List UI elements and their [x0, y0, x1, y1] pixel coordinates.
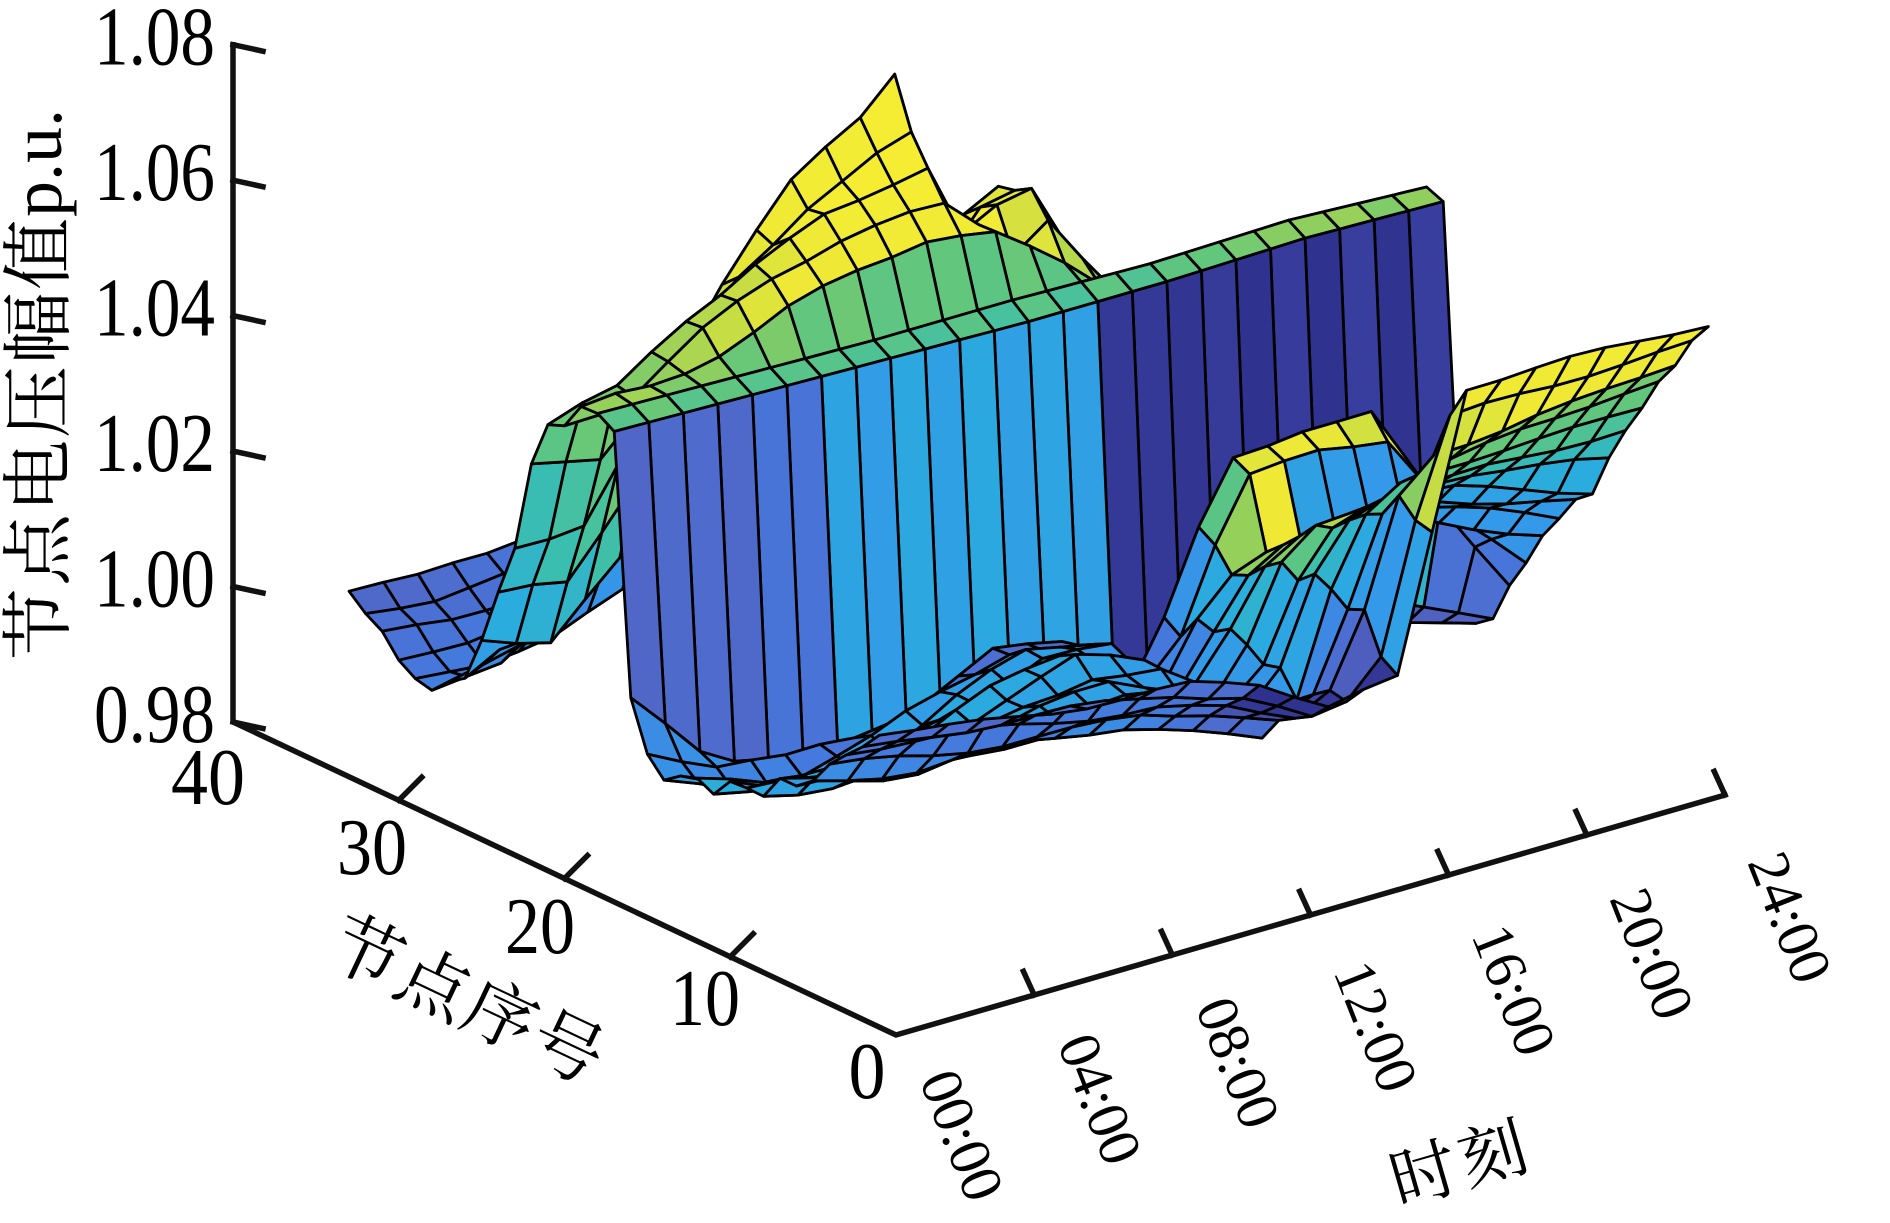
- svg-text:1.00: 1.00: [94, 533, 215, 626]
- svg-text:30: 30: [337, 802, 407, 892]
- svg-text:1.06: 1.06: [94, 126, 215, 219]
- svg-text:1.04: 1.04: [94, 262, 215, 355]
- svg-text:1.08: 1.08: [94, 0, 215, 84]
- svg-text:0.98: 0.98: [94, 668, 215, 761]
- svg-text:p.u.: p.u.: [0, 109, 77, 217]
- svg-text:10: 10: [670, 953, 740, 1043]
- svg-text:0: 0: [849, 1026, 886, 1116]
- svg-text:20: 20: [505, 881, 575, 971]
- svg-text:1.02: 1.02: [94, 397, 215, 490]
- svg-text:40: 40: [171, 732, 245, 822]
